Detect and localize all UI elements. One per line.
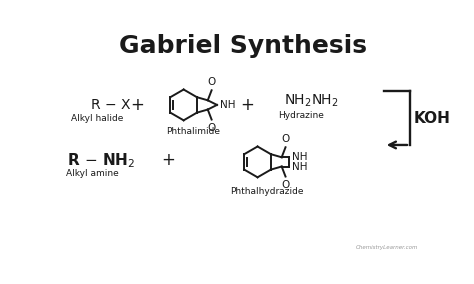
Text: +: + [161, 151, 175, 169]
Text: NH: NH [292, 162, 307, 172]
Text: NH$_2$NH$_2$: NH$_2$NH$_2$ [284, 93, 338, 109]
Text: Phthalhydrazide: Phthalhydrazide [230, 187, 303, 196]
Text: NH: NH [292, 152, 307, 162]
Text: +: + [130, 96, 145, 114]
Text: +: + [241, 96, 255, 114]
Text: NH: NH [220, 100, 236, 110]
Text: Phthalimide: Phthalimide [166, 127, 220, 135]
Text: O: O [282, 179, 290, 190]
Text: R $-$ X: R $-$ X [90, 98, 131, 112]
Text: Gabriel Synthesis: Gabriel Synthesis [119, 34, 367, 59]
Text: Hydrazine: Hydrazine [278, 111, 324, 120]
Text: Alkyl amine: Alkyl amine [66, 169, 119, 178]
Text: Alkyl halide: Alkyl halide [71, 114, 124, 122]
Text: R $-$ NH$_2$: R $-$ NH$_2$ [66, 151, 135, 170]
Text: ChemistryLearner.com: ChemistryLearner.com [356, 245, 419, 250]
Text: KOH: KOH [414, 110, 451, 126]
Text: O: O [208, 77, 216, 87]
Text: O: O [282, 134, 290, 144]
Text: O: O [208, 123, 216, 133]
